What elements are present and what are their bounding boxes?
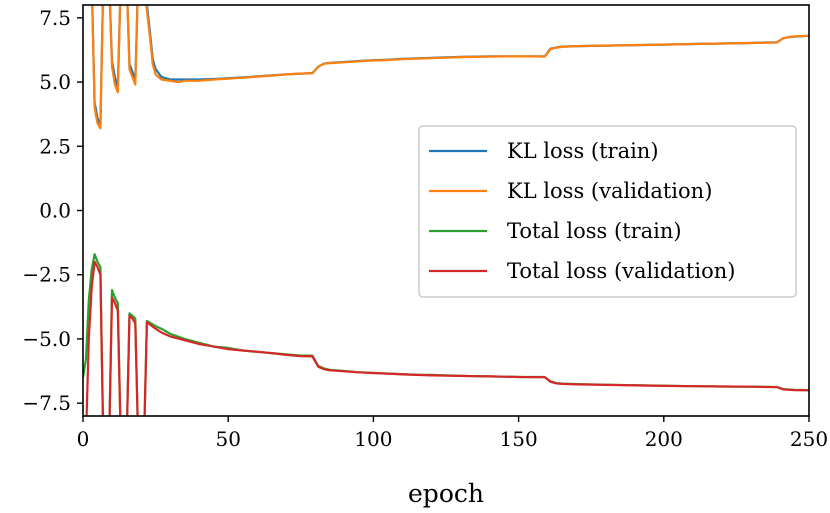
x-tick-label: 250 xyxy=(790,427,828,451)
series-line-2 xyxy=(91,5,809,130)
legend-label: Total loss (train) xyxy=(507,219,682,243)
x-tick-label: 200 xyxy=(645,427,683,451)
x-tick-label: 100 xyxy=(354,427,392,451)
legend: KL loss (train) KL loss (validation) Total… xyxy=(418,125,797,298)
y-tick-label: 5.0 xyxy=(39,70,71,94)
legend-label: KL loss (validation) xyxy=(507,179,712,203)
y-tick-label: −7.5 xyxy=(22,391,71,415)
x-tick-label: 0 xyxy=(77,427,90,451)
x-tick-label: 50 xyxy=(215,427,240,451)
y-tick-label: −5.0 xyxy=(22,327,71,351)
x-axis-title: epoch xyxy=(408,479,484,508)
series-layer xyxy=(83,5,809,416)
y-tick-label: 2.5 xyxy=(39,134,71,158)
y-tick-label: 7.5 xyxy=(39,6,71,30)
legend-box xyxy=(418,125,797,298)
series-line-4 xyxy=(85,260,809,416)
legend-label: Total loss (validation) xyxy=(507,259,735,283)
y-tick-label: 0.0 xyxy=(39,199,71,223)
x-tick-label: 150 xyxy=(500,427,538,451)
legend-label: KL loss (train) xyxy=(507,139,659,163)
y-tick-label: −2.5 xyxy=(22,263,71,287)
axes-layer: 0 50 100 150 200 250 −7.5 −5.0 −2.5 0.0 2.5 5.0 7.5 xyxy=(22,6,828,451)
